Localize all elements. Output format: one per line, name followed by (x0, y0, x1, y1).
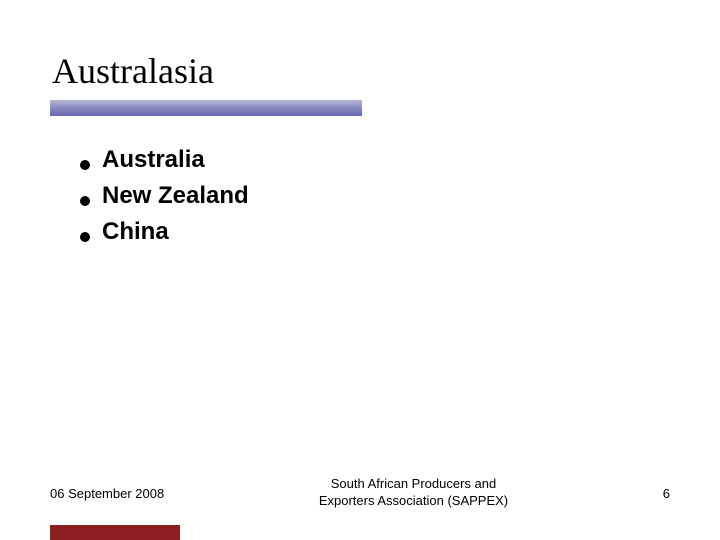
red-accent-bar (50, 525, 180, 540)
footer-organization: South African Producers and Exporters As… (164, 476, 663, 510)
bullet-text: China (102, 218, 169, 246)
bullet-item: Australia (80, 146, 670, 174)
bullet-dot-icon (80, 196, 90, 206)
slide-title: Australasia (50, 50, 670, 92)
title-underline-bar (50, 100, 362, 116)
bullet-text: New Zealand (102, 182, 249, 210)
bullet-item: New Zealand (80, 182, 670, 210)
footer-page-number: 6 (663, 486, 670, 501)
footer-org-line1: South African Producers and (164, 476, 663, 493)
bullet-dot-icon (80, 160, 90, 170)
footer-date: 06 September 2008 (50, 486, 164, 501)
bullet-dot-icon (80, 232, 90, 242)
bullet-list: Australia New Zealand China (50, 146, 670, 246)
footer-org-line2: Exporters Association (SAPPEX) (164, 493, 663, 510)
slide-container: Australasia Australia New Zealand China … (0, 0, 720, 540)
bullet-text: Australia (102, 146, 205, 174)
bullet-item: China (80, 218, 670, 246)
slide-footer: 06 September 2008 South African Producer… (50, 476, 670, 510)
